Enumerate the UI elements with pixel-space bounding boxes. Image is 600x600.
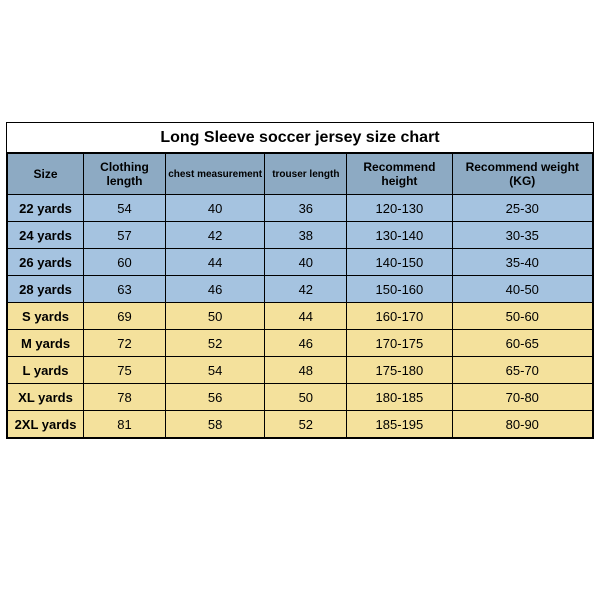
cell-clothing_length: 75 [84,357,166,384]
cell-chest: 46 [165,276,264,303]
cell-size: XL yards [8,384,84,411]
table-row: XL yards785650180-18570-80 [8,384,593,411]
table-row: S yards695044160-17050-60 [8,303,593,330]
chart-title: Long Sleeve soccer jersey size chart [7,123,593,153]
cell-rec_weight: 65-70 [452,357,592,384]
cell-rec_height: 185-195 [347,411,452,438]
cell-size: L yards [8,357,84,384]
cell-size: 2XL yards [8,411,84,438]
cell-chest: 44 [165,249,264,276]
cell-clothing_length: 57 [84,222,166,249]
table-row: 28 yards634642150-16040-50 [8,276,593,303]
cell-trouser_length: 52 [265,411,347,438]
cell-trouser_length: 48 [265,357,347,384]
cell-trouser_length: 44 [265,303,347,330]
col-rec-height: Recommend height [347,154,452,195]
cell-rec_height: 160-170 [347,303,452,330]
cell-rec_weight: 70-80 [452,384,592,411]
cell-trouser_length: 36 [265,195,347,222]
cell-chest: 50 [165,303,264,330]
cell-clothing_length: 72 [84,330,166,357]
cell-rec_height: 180-185 [347,384,452,411]
cell-rec_height: 120-130 [347,195,452,222]
cell-chest: 56 [165,384,264,411]
table-row: 2XL yards815852185-19580-90 [8,411,593,438]
cell-size: 22 yards [8,195,84,222]
cell-rec_height: 130-140 [347,222,452,249]
col-rec-weight: Recommend weight (KG) [452,154,592,195]
col-clothing-length: Clothing length [84,154,166,195]
col-size: Size [8,154,84,195]
cell-clothing_length: 60 [84,249,166,276]
table-row: L yards755448175-18065-70 [8,357,593,384]
cell-clothing_length: 54 [84,195,166,222]
cell-rec_height: 140-150 [347,249,452,276]
cell-clothing_length: 81 [84,411,166,438]
cell-rec_weight: 60-65 [452,330,592,357]
table-row: M yards725246170-17560-65 [8,330,593,357]
cell-size: 28 yards [8,276,84,303]
cell-chest: 54 [165,357,264,384]
cell-rec_weight: 80-90 [452,411,592,438]
cell-trouser_length: 38 [265,222,347,249]
cell-trouser_length: 42 [265,276,347,303]
cell-chest: 52 [165,330,264,357]
cell-chest: 40 [165,195,264,222]
cell-clothing_length: 78 [84,384,166,411]
cell-chest: 42 [165,222,264,249]
cell-rec_weight: 40-50 [452,276,592,303]
table-row: 22 yards544036120-13025-30 [8,195,593,222]
cell-clothing_length: 69 [84,303,166,330]
cell-rec_height: 150-160 [347,276,452,303]
cell-chest: 58 [165,411,264,438]
cell-rec_height: 170-175 [347,330,452,357]
table-body: 22 yards544036120-13025-3024 yards574238… [8,195,593,438]
cell-size: 24 yards [8,222,84,249]
cell-clothing_length: 63 [84,276,166,303]
cell-rec_weight: 50-60 [452,303,592,330]
cell-trouser_length: 40 [265,249,347,276]
cell-trouser_length: 46 [265,330,347,357]
header-row: Size Clothing length chest measurement t… [8,154,593,195]
table-row: 26 yards604440140-15035-40 [8,249,593,276]
cell-size: S yards [8,303,84,330]
cell-rec_weight: 30-35 [452,222,592,249]
cell-size: 26 yards [8,249,84,276]
cell-size: M yards [8,330,84,357]
col-chest: chest measurement [165,154,264,195]
cell-rec_height: 175-180 [347,357,452,384]
cell-rec_weight: 35-40 [452,249,592,276]
cell-rec_weight: 25-30 [452,195,592,222]
size-chart-container: Long Sleeve soccer jersey size chart Siz… [6,122,594,439]
size-table: Size Clothing length chest measurement t… [7,153,593,438]
table-row: 24 yards574238130-14030-35 [8,222,593,249]
col-trouser-length: trouser length [265,154,347,195]
cell-trouser_length: 50 [265,384,347,411]
